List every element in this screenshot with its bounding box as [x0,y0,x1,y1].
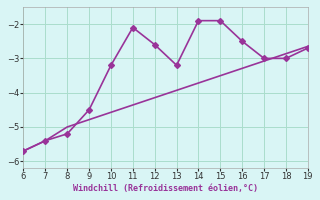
X-axis label: Windchill (Refroidissement éolien,°C): Windchill (Refroidissement éolien,°C) [73,184,258,193]
